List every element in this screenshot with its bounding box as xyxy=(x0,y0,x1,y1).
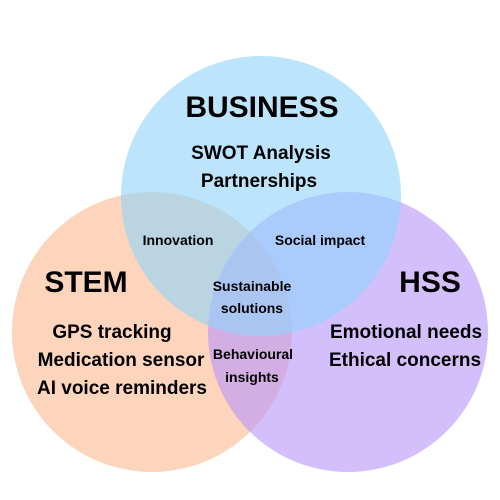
stem-title: STEM xyxy=(44,266,127,299)
hss-item-emotional: Emotional needs xyxy=(330,322,482,343)
center-label-line2: solutions xyxy=(221,300,283,316)
business-item-partnerships: Partnerships xyxy=(201,171,317,192)
business-circle xyxy=(121,56,401,336)
center-label-line1: Sustainable xyxy=(213,278,292,294)
stem-item-gps: GPS tracking xyxy=(52,322,171,343)
overlap-stem-hss-line2: insights xyxy=(225,369,279,385)
stem-item-medication: Medication sensor xyxy=(38,350,205,371)
hss-item-ethical: Ethical concerns xyxy=(329,350,481,371)
business-item-swot: SWOT Analysis xyxy=(191,143,331,164)
hss-title: HSS xyxy=(399,266,461,299)
stem-item-ai-voice: AI voice reminders xyxy=(37,378,207,399)
business-title: BUSINESS xyxy=(185,91,338,124)
overlap-business-stem-label: Innovation xyxy=(143,232,214,248)
overlap-stem-hss-line1: Behavioural xyxy=(213,346,293,362)
overlap-business-hss-label: Social impact xyxy=(275,232,366,248)
